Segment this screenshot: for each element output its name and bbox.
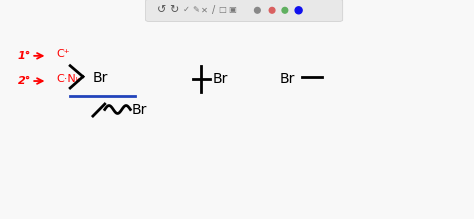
Text: ✎: ✎ bbox=[192, 5, 199, 14]
Text: ✓: ✓ bbox=[183, 5, 190, 14]
Ellipse shape bbox=[269, 7, 275, 13]
Text: Br: Br bbox=[93, 71, 108, 85]
Text: 2°: 2° bbox=[18, 76, 31, 86]
Ellipse shape bbox=[255, 7, 260, 13]
Text: C⁺: C⁺ bbox=[56, 49, 70, 59]
Text: Br: Br bbox=[212, 72, 228, 87]
Text: ↻: ↻ bbox=[169, 5, 179, 15]
Ellipse shape bbox=[282, 7, 288, 13]
Text: ↺: ↺ bbox=[156, 5, 166, 15]
Text: 1°: 1° bbox=[18, 51, 31, 61]
Text: □: □ bbox=[218, 5, 226, 14]
Ellipse shape bbox=[295, 7, 302, 14]
Text: Br: Br bbox=[132, 103, 147, 117]
Text: ▣: ▣ bbox=[228, 5, 236, 14]
Text: ✕: ✕ bbox=[201, 5, 208, 14]
Text: C·Nₖ: C·Nₖ bbox=[56, 74, 81, 85]
Text: Br: Br bbox=[280, 72, 295, 87]
Text: /: / bbox=[212, 5, 215, 15]
FancyBboxPatch shape bbox=[146, 0, 343, 21]
